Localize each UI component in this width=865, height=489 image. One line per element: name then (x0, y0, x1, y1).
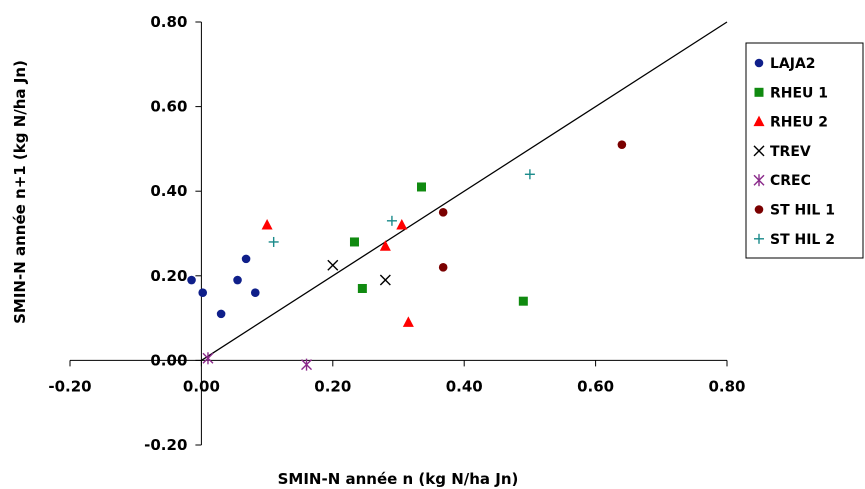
marker-shape (379, 240, 391, 251)
data-point-rheu-2 (402, 316, 414, 327)
y-tick-label: 0.40 (150, 182, 187, 200)
data-point-laja2 (187, 275, 196, 285)
data-point-rheu-1 (416, 182, 426, 192)
legend-marker-laja2 (754, 58, 764, 68)
data-points (187, 140, 627, 371)
data-point-crec (301, 358, 313, 371)
data-point-laja2 (241, 254, 251, 264)
marker-shape (617, 140, 627, 149)
legend-marker-st-hil-2 (754, 233, 764, 244)
legend-label-rheu-1: RHEU 1 (770, 85, 828, 101)
marker-shape (187, 275, 196, 285)
marker-shape (349, 237, 359, 247)
y-tick-label: 0.80 (150, 13, 187, 31)
data-point-st-hil-2 (386, 215, 397, 226)
data-point-laja2 (198, 288, 208, 298)
marker-shape (754, 58, 764, 68)
x-tick-label: 0.00 (183, 377, 220, 395)
data-point-rheu-1 (349, 237, 359, 247)
marker-shape (438, 263, 448, 272)
legend-label-crec: CREC (770, 173, 811, 189)
data-point-rheu-1 (357, 283, 367, 293)
marker-shape (198, 288, 208, 298)
data-point-st-hil-1 (438, 208, 448, 217)
y-tick-label: 0.60 (150, 98, 187, 116)
legend-marker-rheu-1 (754, 87, 764, 97)
y-tick-label: -0.20 (144, 436, 187, 454)
data-point-rheu-1 (518, 296, 528, 306)
marker-shape (402, 316, 414, 327)
y-tick-label: 0.00 (150, 351, 187, 369)
data-point-laja2 (233, 275, 242, 285)
x-tick-label: 0.40 (446, 377, 483, 395)
legend-marker-st-hil-1 (754, 205, 764, 214)
x-tick-label: 0.20 (314, 377, 351, 395)
data-point-trev (379, 274, 391, 286)
x-axis-title: SMIN-N année n (kg N/ha Jn) (278, 470, 519, 488)
marker-shape (438, 208, 448, 217)
marker-shape (396, 219, 408, 230)
y-axis-title: SMIN-N année n+1 (kg N/ha Jn) (11, 60, 29, 324)
x-tick-label: -0.20 (48, 377, 91, 395)
marker-shape (233, 275, 242, 285)
data-point-laja2 (250, 288, 260, 298)
marker-shape (250, 288, 260, 298)
marker-shape (261, 219, 273, 230)
marker-shape (241, 254, 251, 264)
reference-line-group (201, 21, 728, 361)
marker-shape (357, 283, 367, 293)
marker-shape (754, 205, 764, 214)
legend: LAJA2 RHEU 1 RHEU 2 TREV CREC ST HIL 1 ST HIL … (753, 56, 835, 248)
legend-marker-crec (753, 174, 765, 187)
legend-label-laja2: LAJA2 (770, 56, 816, 72)
legend-label-st-hil-1: ST HIL 1 (770, 203, 835, 219)
legend-label-trev: TREV (770, 144, 811, 160)
reference-line (201, 21, 728, 361)
marker-shape (416, 182, 426, 192)
marker-stroke (753, 145, 765, 157)
x-tick-label: 0.80 (708, 377, 745, 395)
legend-label-rheu-2: RHEU 2 (770, 115, 828, 131)
legend-box (745, 42, 864, 259)
legend-label-st-hil-2: ST HIL 2 (770, 232, 835, 248)
marker-stroke (379, 274, 391, 286)
marker-shape (753, 115, 765, 127)
data-point-trev (327, 259, 339, 271)
axes: -0.20 0.00 0.20 0.40 0.60 0.80 -0.20 0.00 0.20 0.… (48, 13, 745, 454)
data-point-rheu-2 (379, 240, 391, 251)
data-point-crec (202, 352, 214, 365)
legend-marker-rheu-2 (753, 115, 765, 127)
data-point-st-hil-1 (438, 263, 448, 272)
x-tick-label: 0.60 (577, 377, 614, 395)
marker-shape (216, 309, 226, 319)
data-point-laja2 (216, 309, 226, 319)
y-tick-label: 0.20 (150, 267, 187, 285)
marker-shape (754, 87, 764, 97)
data-point-st-hil-1 (617, 140, 627, 149)
marker-shape (518, 296, 528, 306)
marker-stroke (327, 259, 339, 271)
legend-marker-trev (753, 145, 765, 157)
data-point-rheu-2 (396, 219, 408, 230)
data-point-st-hil-2 (524, 169, 535, 180)
data-point-st-hil-2 (268, 236, 279, 247)
data-point-rheu-2 (261, 219, 273, 230)
